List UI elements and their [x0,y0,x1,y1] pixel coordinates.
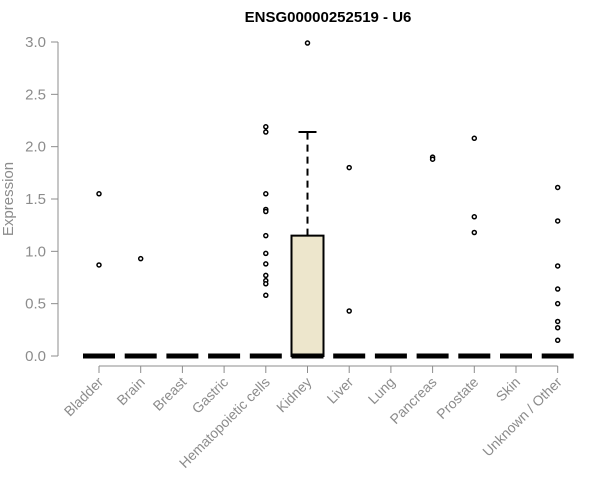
y-axis-label: Expression [0,162,17,236]
box [290,234,325,357]
box-group [541,184,574,359]
x-tick-label: Skin [493,374,524,405]
outlier-point [263,272,269,279]
outlier-point [554,337,561,344]
outlier-point [263,124,269,130]
x-tick-label: Liver [324,374,357,407]
box-group [124,255,157,359]
outlier-point [429,156,436,162]
outlier-point [263,250,269,257]
y-tick-label: 3.0 [25,34,46,51]
y-tick-label: 0.0 [25,348,46,365]
outlier-point [346,308,352,314]
outlier-point [554,324,561,331]
box-group [249,124,282,359]
outlier-point [554,286,561,292]
outlier-point [137,255,144,262]
box-group [290,40,325,359]
x-tick-label: Prostate [433,374,481,422]
outlier-point [471,229,478,236]
outlier-point [554,218,561,224]
x-tick-label: Bladder [61,374,107,420]
box-group [333,164,366,359]
outlier-point [96,262,102,268]
outlier-point [554,300,561,307]
y-tick-label: 1.0 [25,243,46,260]
x-tick-label: Unknown / Other [479,374,565,460]
plot-area [83,40,574,359]
outlier-point [554,184,561,191]
y-tick-label: 2.5 [25,86,46,103]
outlier-point [263,261,269,267]
outlier-point [263,281,269,287]
outlier-point [346,164,352,171]
y-axis: 0.0 0.5 1.0 1.5 2.0 2.5 3.0 [25,34,59,365]
outlier-point [554,318,561,325]
x-tick-label: Lung [365,374,398,407]
outlier-point [471,135,478,142]
x-tick-label: Kidney [273,374,315,416]
outlier-point [304,40,311,46]
x-tick-label: Breast [150,374,190,414]
outlier-point [96,191,102,197]
outlier-point [263,292,269,299]
outlier-point [263,129,269,135]
outlier-point [554,263,561,269]
y-tick-label: 2.0 [25,139,46,156]
outlier-point [263,232,269,239]
y-tick-label: 1.5 [25,191,46,208]
outlier-point [263,208,269,215]
box-group [458,135,491,359]
box-group [416,154,449,359]
chart-title: ENSG00000252519 - U6 [245,9,412,26]
box-group [83,191,115,359]
outlier-point [263,191,269,197]
outlier-point [471,214,478,220]
x-tick-label: Brain [113,374,147,408]
y-tick-label: 0.5 [25,296,46,313]
